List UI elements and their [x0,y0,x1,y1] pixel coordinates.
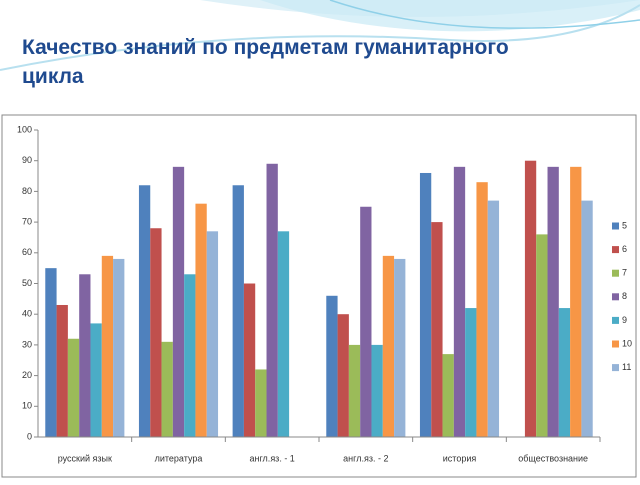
bar [113,258,125,437]
x-tick-label: литература [155,453,203,463]
bar [453,166,466,437]
bar [266,163,278,437]
y-tick-label: 10 [22,401,32,411]
x-tick-label: англ.яз. - 1 [250,453,295,463]
legend-swatch [612,364,619,372]
bar [360,206,372,437]
bar [255,369,267,437]
y-tick-label: 0 [27,431,32,441]
bar [536,234,548,437]
bar [524,160,537,437]
bar [558,308,571,437]
legend-swatch [612,246,619,254]
bar [581,200,593,437]
y-tick-label: 90 [22,155,32,165]
bar [431,222,443,437]
bar [547,166,559,437]
legend-swatch [612,316,619,324]
bar [172,166,185,437]
bar [206,231,219,437]
x-tick-label: англ.яз. - 2 [343,453,388,463]
y-tick-label: 70 [22,216,32,226]
legend-swatch [612,222,619,230]
decor [260,0,640,32]
x-tick-label: русский язык [58,453,112,463]
y-tick-label: 30 [22,339,32,349]
x-tick-label: история [443,453,477,463]
bar [184,274,196,437]
bar [161,341,173,437]
bar [232,185,244,437]
decor [329,0,640,29]
bar [79,274,91,437]
legend-label: 11 [622,362,631,372]
legend-label: 10 [622,338,632,348]
bar [382,255,395,437]
bar [465,308,477,437]
legend-swatch [612,293,619,301]
bar [138,185,151,437]
bar [348,344,361,437]
legend-swatch [612,340,619,348]
bar [476,182,488,437]
bar [419,172,432,438]
bar [195,203,207,437]
bar [337,314,349,437]
y-tick-label: 100 [17,124,32,134]
bar [90,323,102,437]
y-tick-label: 40 [22,309,32,319]
y-tick-label: 80 [22,186,32,196]
bar [442,354,454,437]
bar [487,200,500,437]
bar [56,304,68,437]
bar [570,166,582,437]
bar [394,258,406,437]
y-tick-label: 50 [22,278,32,288]
legend-label: 6 [622,244,627,254]
bar [326,295,338,437]
legend-label: 9 [622,315,627,325]
bar [150,228,162,437]
legend-swatch [612,269,619,277]
decor [0,4,640,71]
bar [45,268,57,437]
bar [67,338,80,437]
x-tick-label: обществознание [518,453,588,463]
bar [277,231,290,437]
legend-label: 7 [622,268,627,278]
y-tick-label: 20 [22,370,32,380]
legend-label: 5 [622,220,627,230]
legend-label: 8 [622,291,627,301]
slide-title: Качество знаний по предметам гуманитарно… [22,36,509,88]
y-tick-label: 60 [22,247,32,257]
bar [101,255,114,437]
bar [243,283,256,437]
bar [371,344,383,437]
